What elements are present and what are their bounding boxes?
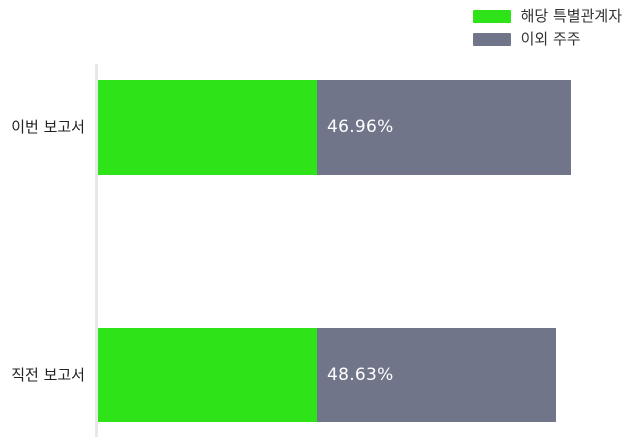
y-axis-tick-label-1: 직전 보고서 (11, 366, 85, 384)
legend-swatch-icon-1 (472, 33, 511, 46)
legend-label-1: 이외 주주 (520, 30, 581, 48)
bar-segment-other-shareholders-0[interactable] (317, 80, 571, 175)
legend-swatch-icon-0 (472, 10, 511, 23)
legend-label-0: 해당 특별관계자 (520, 7, 622, 25)
bar-value-label-0: 46.96% (327, 117, 394, 137)
bar-segment-other-shareholders-1[interactable] (317, 328, 556, 422)
bar-segment-special-party-0[interactable] (98, 80, 317, 175)
legend-item-1[interactable]: 이외 주주 (472, 30, 581, 48)
y-axis-line (95, 64, 98, 437)
bar-segment-special-party-1[interactable] (98, 328, 317, 422)
chart-legend: 해당 특별관계자 이외 주주 (472, 7, 622, 48)
legend-item-0[interactable]: 해당 특별관계자 (472, 7, 622, 25)
bar-row (98, 80, 571, 175)
bar-row (98, 328, 556, 422)
y-axis-tick-label-0: 이번 보고서 (11, 118, 85, 136)
bar-value-label-1: 48.63% (327, 365, 394, 385)
